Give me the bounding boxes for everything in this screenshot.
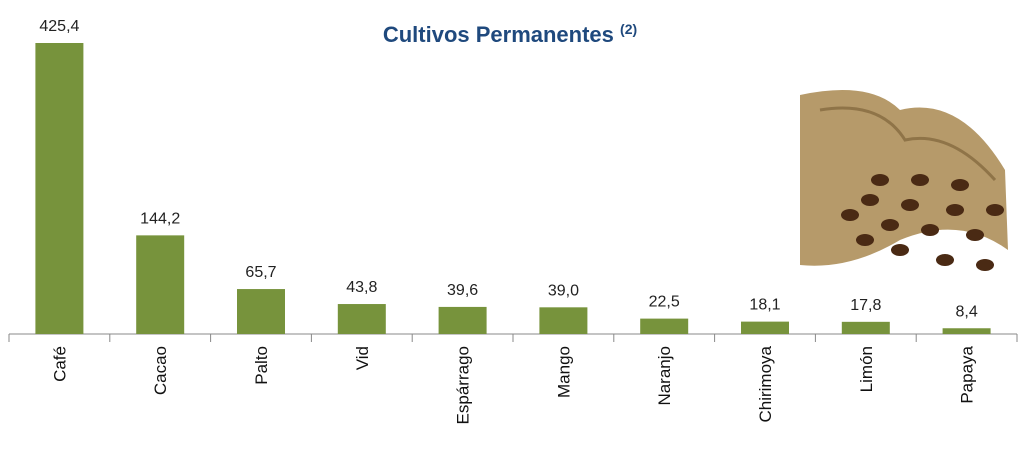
x-tick-label: Palto: [252, 346, 271, 385]
value-label: 425,4: [39, 18, 79, 35]
value-label: 65,7: [245, 264, 276, 281]
x-tick-label: Papaya: [958, 345, 977, 403]
title-note: (2): [620, 21, 637, 37]
x-tick-label: Limón: [857, 346, 876, 392]
bar: [942, 328, 991, 334]
bar: [539, 307, 588, 334]
x-tick-label: Café: [50, 346, 69, 382]
value-label: 8,4: [955, 303, 977, 320]
sack-fold: [819, 106, 997, 182]
value-label: 144,2: [140, 210, 180, 227]
plot-area: 425,4 Café 144,2 Cacao 65,7 Palto 43,8 Vid 39,6 E…: [8, 18, 1018, 424]
bar: [841, 321, 890, 334]
value-label: 39,0: [548, 282, 579, 299]
x-tick-label: Mango: [554, 346, 573, 398]
coffee-image: [797, 85, 1010, 290]
x-tick-label: Chirimoya: [756, 345, 775, 422]
beans: [841, 174, 1004, 271]
value-label: 39,6: [447, 282, 478, 299]
bar: [438, 306, 487, 334]
value-label: 43,8: [346, 279, 377, 296]
x-tick-label: Vid: [353, 346, 372, 370]
title-text: Cultivos Permanentes: [383, 22, 614, 47]
value-label: 17,8: [850, 297, 881, 314]
bar: [337, 304, 386, 334]
value-label: 22,5: [649, 294, 680, 311]
x-tick-label: Cacao: [151, 346, 170, 395]
bar: [640, 318, 689, 334]
bar: [136, 235, 185, 334]
bar: [741, 321, 789, 334]
bar: [237, 289, 285, 334]
x-tick-label: Naranjo: [655, 346, 674, 406]
bar: [35, 43, 84, 334]
value-label: 18,1: [749, 297, 780, 314]
sack: [800, 90, 1008, 266]
x-tick-label: Espárrago: [454, 346, 473, 424]
chart-title: Cultivos Permanentes (2): [383, 21, 637, 47]
